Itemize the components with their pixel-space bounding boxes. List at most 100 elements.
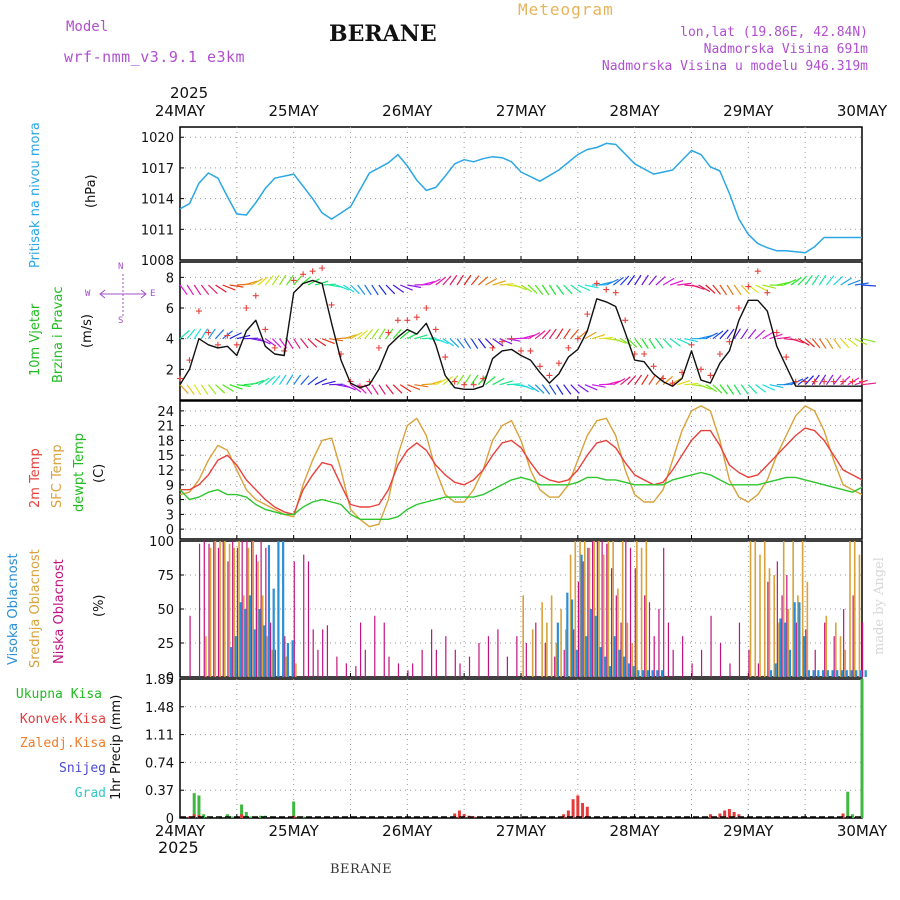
low-cloud-bar [682, 636, 684, 677]
low-cloud-bar [260, 541, 262, 677]
mid-cloud-bar [839, 636, 842, 677]
wind-arrow [797, 338, 810, 346]
mid-cloud-bar [531, 629, 534, 677]
low-cloud-bar [236, 547, 239, 677]
conv-precip-bar [585, 806, 589, 818]
wind-arrow [442, 338, 454, 347]
low-cloud-bar [625, 541, 627, 677]
mid-cloud-bar [252, 541, 255, 677]
year-bottom: 2025 [158, 838, 199, 857]
mid-cloud-bar [834, 622, 837, 677]
wind-arrow [613, 378, 626, 386]
total-precip-bar [192, 793, 196, 818]
wind-arrow [818, 274, 827, 286]
wind-arrow [698, 284, 711, 293]
high-cloud-bar [608, 666, 612, 677]
low-cloud-bar [336, 656, 338, 677]
date-label-top: 28MAY [610, 102, 661, 120]
wind-arrow [797, 275, 808, 286]
date-label-top: 29MAY [723, 102, 774, 120]
footer-station: BERANE [330, 862, 393, 877]
mid-cloud-bar [626, 622, 629, 677]
wind-gust-mark [555, 360, 562, 367]
mid-cloud-bar [849, 541, 851, 677]
total-precip-bar [249, 816, 253, 818]
mid-cloud-bar [792, 541, 794, 677]
compass-west-label: W [85, 289, 91, 299]
wind-arrow [506, 383, 521, 386]
low-cloud-bar [592, 541, 594, 677]
low-cloud-bar [322, 629, 324, 677]
wind-arrow [840, 277, 852, 286]
wind-arrow [570, 384, 580, 394]
total-precip-bar [202, 814, 206, 818]
wind-arrow [584, 284, 599, 289]
wind-arrow [620, 376, 631, 386]
wind-gust-mark [745, 283, 752, 290]
high-cloud-bar [229, 647, 233, 677]
wind-gust-mark [224, 332, 231, 339]
wind-gust-mark [186, 357, 193, 364]
wind-arrow [222, 384, 235, 393]
wind-arrow [613, 338, 627, 344]
wind-gust-mark [451, 378, 458, 385]
date-label-bottom: 27MAY [496, 822, 547, 840]
wind-gust-mark [660, 375, 667, 382]
wind-gust-mark [697, 366, 704, 373]
mid-cloud-bar [645, 541, 648, 677]
high-cloud-bar [248, 595, 252, 677]
high-cloud-bar [599, 647, 602, 677]
conv-precip-bar [723, 810, 727, 818]
high-cloud-bar [566, 592, 569, 677]
mid-cloud-bar [238, 541, 240, 677]
high-cloud-bar [239, 602, 242, 677]
mid-cloud-bar [261, 595, 264, 677]
wind-gust-mark [612, 289, 619, 296]
conv-precip-bar [737, 814, 741, 818]
wind-gust-mark [603, 286, 610, 293]
low-cloud-bar [833, 636, 835, 677]
mid-cloud-bar [569, 554, 572, 677]
high-cloud-bar [826, 670, 829, 677]
high-cloud-bar [836, 670, 839, 677]
high-cloud-bar [656, 670, 659, 677]
y-tick-label: 1014 [141, 193, 174, 208]
mid-cloud-bar [754, 541, 757, 677]
y-tick-label: 6 [166, 494, 174, 509]
wind-gust-mark [669, 380, 676, 387]
high-cloud-bar [845, 670, 848, 677]
wind-arrow [499, 380, 514, 386]
wind-arrow [414, 334, 428, 340]
y-tick-label: 1.48 [145, 701, 174, 716]
wind-arrow [577, 329, 588, 340]
wind-gust-mark [300, 271, 307, 278]
wind-arrow [655, 276, 666, 286]
low-cloud-bar [663, 547, 665, 677]
wind-arrow [755, 384, 767, 393]
low-cloud-bar [767, 581, 769, 677]
wind-arrow [548, 284, 557, 296]
wind-arrow [584, 384, 598, 391]
wind-arrow [321, 338, 335, 345]
wind-gust-mark [584, 311, 591, 318]
wind-arrow [534, 384, 545, 394]
wind-arrow [541, 384, 551, 395]
high-cloud-bar [864, 670, 867, 677]
mid-cloud-bar [602, 554, 605, 677]
wind-gust-mark [404, 317, 411, 324]
wind-arrow [343, 384, 356, 391]
y-tick-label: 0 [166, 812, 174, 827]
wind-arrow [669, 338, 681, 347]
mid-cloud-bar [546, 622, 548, 677]
wind-gust-mark [461, 381, 468, 388]
low-cloud-bar [544, 643, 546, 677]
wind-arrow [513, 337, 528, 340]
mid-cloud-bar [583, 541, 586, 677]
wind-gust-mark [802, 378, 809, 385]
wind-arrow [605, 278, 619, 286]
wind-arrow [250, 278, 263, 286]
low-cloud-bar [303, 554, 305, 677]
low-cloud-bar [312, 629, 314, 677]
low-cloud-bar [596, 541, 598, 677]
low-cloud-bar [397, 663, 400, 677]
